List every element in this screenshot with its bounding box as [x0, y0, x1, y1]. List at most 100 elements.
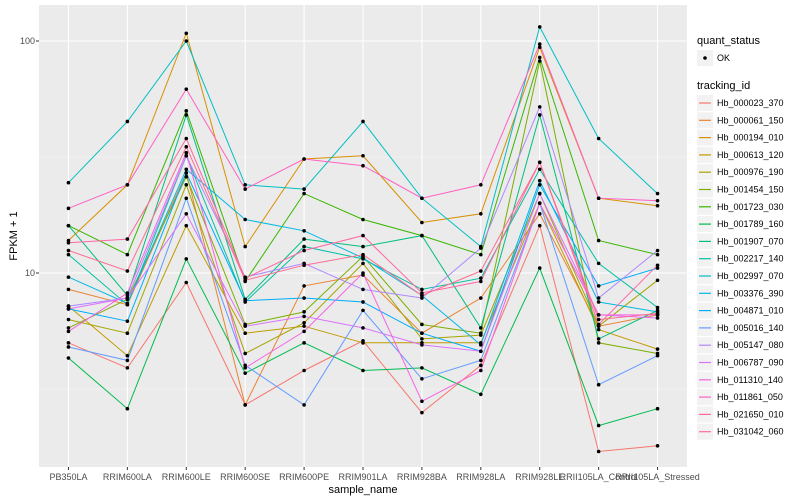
data-point	[66, 356, 71, 360]
x-axis-title: sample_name	[328, 484, 397, 496]
data-point	[243, 217, 247, 222]
data-point	[302, 157, 306, 161]
data-point	[184, 150, 189, 155]
data-point	[420, 376, 424, 381]
data-point	[420, 233, 424, 238]
data-point	[302, 191, 306, 196]
data-point	[655, 406, 660, 411]
data-point	[596, 284, 601, 288]
data-point	[537, 59, 542, 63]
legend-label: Hb_011861_050	[717, 392, 783, 402]
data-point	[479, 246, 483, 250]
data-point	[420, 343, 424, 347]
data-point	[479, 368, 483, 373]
data-point	[302, 237, 306, 241]
data-point	[479, 363, 483, 368]
x-tick-label: RRIM928LE	[515, 472, 564, 482]
data-point	[361, 261, 365, 266]
data-point	[125, 319, 130, 323]
data-point	[184, 113, 189, 117]
data-point	[655, 252, 660, 257]
legend-label: Hb_002217_140	[717, 254, 784, 264]
data-point	[655, 311, 660, 316]
data-point	[596, 337, 601, 341]
data-point	[537, 45, 542, 50]
data-point	[125, 296, 130, 300]
data-point	[184, 174, 189, 179]
x-tick-label: RRIM928LA	[456, 472, 505, 482]
data-point	[596, 196, 601, 201]
data-point	[655, 443, 660, 448]
data-point	[420, 337, 424, 341]
data-point	[243, 331, 247, 336]
data-point	[655, 203, 660, 208]
data-point	[125, 252, 130, 257]
data-points	[66, 25, 660, 454]
legend: quant_status OK tracking_id Hb_000023_37…	[697, 35, 784, 440]
data-point	[596, 449, 601, 454]
data-point	[596, 327, 601, 332]
x-tick-label: RRIM901LA	[338, 472, 387, 482]
legend-label: Hb_000976_190	[717, 167, 784, 177]
data-point	[361, 244, 365, 249]
data-point	[479, 296, 483, 300]
legend-label: Hb_001907_070	[717, 236, 784, 246]
data-point	[537, 191, 542, 196]
x-tick-label: RRIM928BA	[397, 472, 447, 482]
data-point	[596, 238, 601, 243]
y-tick-label: 100	[20, 36, 35, 46]
data-point	[420, 331, 424, 336]
data-point	[125, 353, 130, 358]
data-point	[125, 331, 130, 336]
data-point	[361, 252, 365, 257]
data-point	[655, 305, 660, 310]
data-point	[655, 347, 660, 351]
data-point	[243, 403, 247, 407]
x-tick-label: RRIM600PE	[279, 472, 329, 482]
data-point	[361, 233, 365, 238]
data-point	[302, 284, 306, 288]
data-point	[596, 313, 601, 317]
data-point	[184, 87, 189, 91]
data-point	[302, 368, 306, 373]
data-point	[537, 266, 542, 270]
data-point	[302, 248, 306, 253]
legend-label: Hb_005016_140	[717, 323, 784, 333]
data-point	[537, 182, 542, 187]
data-point	[66, 304, 71, 308]
data-point	[361, 163, 365, 168]
data-point	[479, 331, 483, 336]
data-point	[479, 211, 483, 216]
data-point	[66, 240, 71, 245]
data-point	[420, 291, 424, 295]
data-point	[537, 25, 542, 29]
data-point	[184, 136, 189, 141]
data-point	[184, 167, 189, 172]
data-point	[243, 298, 247, 303]
data-point	[125, 293, 130, 298]
data-point	[302, 314, 306, 319]
data-point	[655, 263, 660, 268]
shape-legend-label: OK	[717, 53, 730, 63]
data-point	[537, 42, 542, 46]
data-point	[361, 287, 365, 292]
data-point	[243, 182, 247, 187]
data-point	[184, 182, 189, 187]
legend-label: Hb_000023_370	[717, 98, 784, 108]
legend-label: Hb_021650_010	[717, 409, 784, 419]
legend-label: Hb_006787_090	[717, 358, 784, 368]
data-point	[479, 358, 483, 363]
legend-label: Hb_002997_070	[717, 271, 784, 281]
data-point	[125, 291, 130, 295]
data-point	[361, 308, 365, 313]
data-point	[655, 266, 660, 270]
data-point	[66, 180, 71, 185]
data-point	[125, 119, 130, 124]
data-point	[302, 403, 306, 407]
data-point	[655, 353, 660, 358]
data-point	[537, 211, 542, 216]
data-point	[243, 371, 247, 375]
legend-label: Hb_001723_030	[717, 202, 784, 212]
legend-label: Hb_000194_010	[717, 133, 784, 143]
data-point	[420, 296, 424, 300]
